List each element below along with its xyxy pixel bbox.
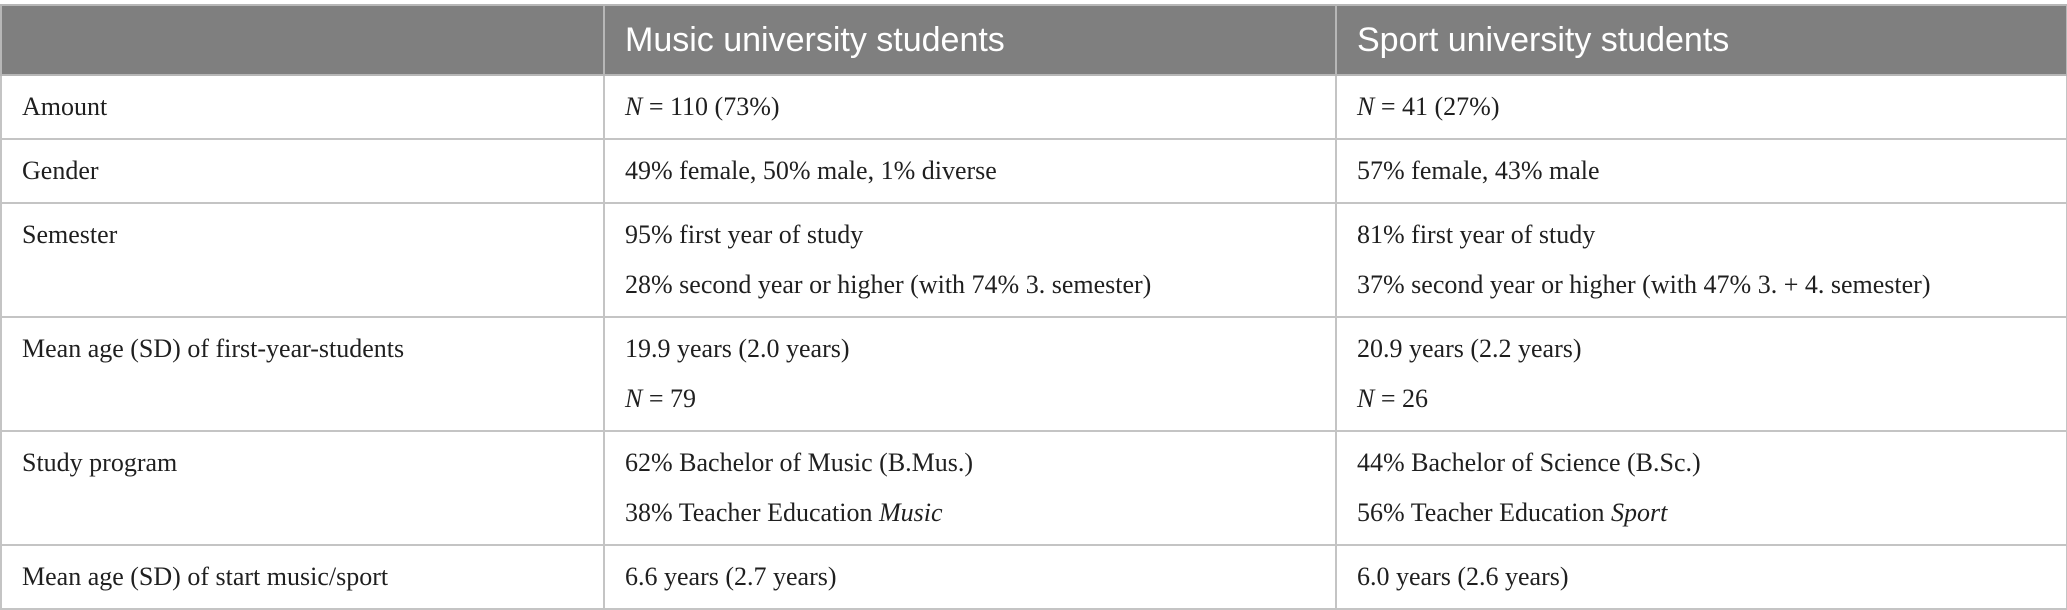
cell-line: 57% female, 43% male bbox=[1357, 156, 1600, 185]
cell-line: N = 26 bbox=[1357, 384, 1429, 413]
cell-line: 28% second year or higher (with 74% 3. s… bbox=[625, 270, 1152, 299]
cell-line: 95% first year of study bbox=[625, 220, 864, 249]
row-label: Mean age (SD) of start music/sport bbox=[0, 544, 605, 610]
music-cell: N = 110 (73%) bbox=[603, 74, 1337, 140]
row-label: Amount bbox=[0, 74, 605, 140]
music-cell: 19.9 years (2.0 years) N = 79 bbox=[603, 316, 1337, 432]
table-row-amount: Amount N = 110 (73%) N = 41 (27%) bbox=[0, 74, 2067, 140]
sport-cell: 44% Bachelor of Science (B.Sc.) 56% Teac… bbox=[1335, 430, 2067, 546]
header-music-students: Music university students bbox=[603, 4, 1337, 76]
cell-line: 49% female, 50% male, 1% diverse bbox=[625, 156, 997, 185]
music-cell: 62% Bachelor of Music (B.Mus.) 38% Teach… bbox=[603, 430, 1337, 546]
table-row-mean-age-start: Mean age (SD) of start music/sport 6.6 y… bbox=[0, 544, 2067, 610]
cell-line: 44% Bachelor of Science (B.Sc.) bbox=[1357, 448, 1701, 477]
cell-line: 56% Teacher Education Sport bbox=[1357, 498, 1668, 527]
cell-line: 20.9 years (2.2 years) bbox=[1357, 334, 1582, 363]
cell-line: 6.6 years (2.7 years) bbox=[625, 562, 837, 591]
header-sport-students: Sport university students bbox=[1335, 4, 2067, 76]
sport-cell: 81% first year of study 37% second year … bbox=[1335, 202, 2067, 318]
table-row-mean-age-first-year: Mean age (SD) of first-year-students 19.… bbox=[0, 316, 2067, 432]
cell-line: N = 110 (73%) bbox=[625, 92, 780, 121]
table-row-study-program: Study program 62% Bachelor of Music (B.M… bbox=[0, 430, 2067, 546]
cell-line: 6.0 years (2.6 years) bbox=[1357, 562, 1569, 591]
row-label: Semester bbox=[0, 202, 605, 318]
music-cell: 6.6 years (2.7 years) bbox=[603, 544, 1337, 610]
header-row: Music university students Sport universi… bbox=[0, 4, 2067, 76]
cell-line: 81% first year of study bbox=[1357, 220, 1596, 249]
table-row-gender: Gender 49% female, 50% male, 1% diverse … bbox=[0, 138, 2067, 204]
cell-line: 62% Bachelor of Music (B.Mus.) bbox=[625, 448, 974, 477]
row-label: Study program bbox=[0, 430, 605, 546]
sport-cell: 57% female, 43% male bbox=[1335, 138, 2067, 204]
row-label: Mean age (SD) of first-year-students bbox=[0, 316, 605, 432]
cell-line: N = 79 bbox=[625, 384, 697, 413]
cell-line: 37% second year or higher (with 47% 3. +… bbox=[1357, 270, 1931, 299]
header-empty-cell bbox=[0, 4, 605, 76]
sport-cell: N = 41 (27%) bbox=[1335, 74, 2067, 140]
cell-line: 19.9 years (2.0 years) bbox=[625, 334, 850, 363]
demographics-table: Music university students Sport universi… bbox=[0, 4, 2067, 610]
table-row-semester: Semester 95% first year of study 28% sec… bbox=[0, 202, 2067, 318]
music-cell: 49% female, 50% male, 1% diverse bbox=[603, 138, 1337, 204]
music-cell: 95% first year of study 28% second year … bbox=[603, 202, 1337, 318]
cell-line: 38% Teacher Education Music bbox=[625, 498, 943, 527]
demographics-table-container: Music university students Sport universi… bbox=[0, 4, 2067, 610]
row-label: Gender bbox=[0, 138, 605, 204]
sport-cell: 6.0 years (2.6 years) bbox=[1335, 544, 2067, 610]
cell-line: N = 41 (27%) bbox=[1357, 92, 1500, 121]
sport-cell: 20.9 years (2.2 years) N = 26 bbox=[1335, 316, 2067, 432]
